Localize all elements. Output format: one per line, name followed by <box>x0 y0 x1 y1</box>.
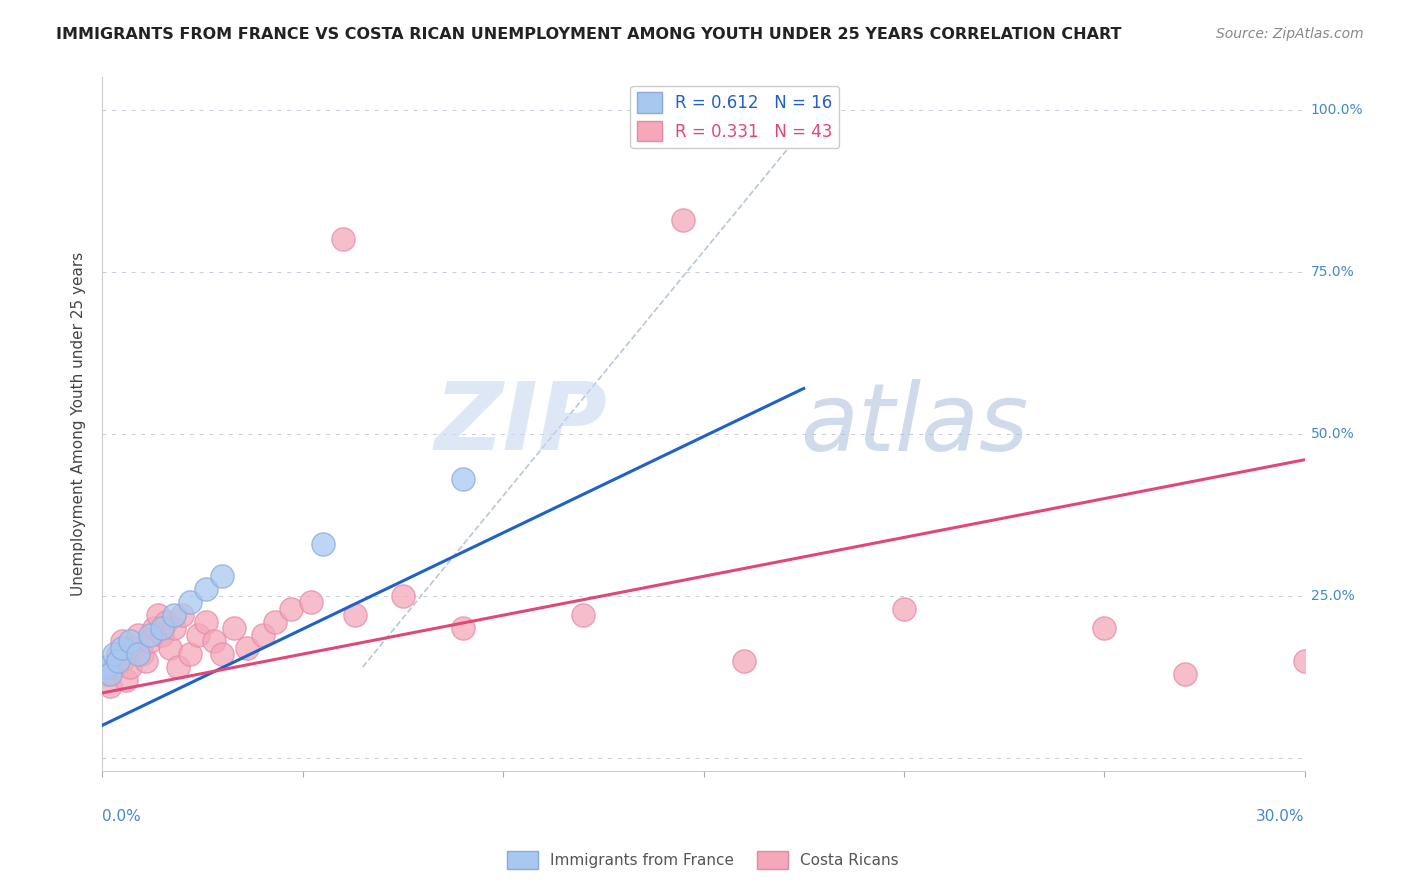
Point <box>252 627 274 641</box>
Point <box>111 634 134 648</box>
Point <box>139 634 162 648</box>
Point <box>1294 654 1316 668</box>
Point <box>280 601 302 615</box>
Text: 0.0%: 0.0% <box>103 809 141 824</box>
Point <box>96 666 118 681</box>
Point <box>96 660 118 674</box>
Point <box>211 569 233 583</box>
Point <box>107 647 129 661</box>
Point <box>1092 621 1115 635</box>
Text: 50.0%: 50.0% <box>1310 426 1354 441</box>
Point <box>733 654 755 668</box>
Point <box>127 627 149 641</box>
Point <box>155 615 177 629</box>
Point <box>103 647 125 661</box>
Point <box>150 627 173 641</box>
Point <box>179 595 201 609</box>
Point <box>124 640 146 655</box>
Y-axis label: Unemployment Among Youth under 25 years: Unemployment Among Youth under 25 years <box>72 252 86 596</box>
Point <box>120 660 142 674</box>
Point <box>139 627 162 641</box>
Point <box>392 589 415 603</box>
Point <box>127 647 149 661</box>
Point <box>235 640 257 655</box>
Point <box>1173 666 1195 681</box>
Point <box>148 608 170 623</box>
Point <box>163 608 186 623</box>
Point <box>263 615 285 629</box>
Point <box>204 634 226 648</box>
Point <box>211 647 233 661</box>
Point <box>224 621 246 635</box>
Text: 100.0%: 100.0% <box>1310 103 1364 117</box>
Text: Source: ZipAtlas.com: Source: ZipAtlas.com <box>1216 27 1364 41</box>
Point <box>343 608 366 623</box>
Point <box>107 654 129 668</box>
Point <box>299 595 322 609</box>
Point <box>111 640 134 655</box>
Text: 25.0%: 25.0% <box>1310 589 1354 603</box>
Point <box>451 472 474 486</box>
Point <box>111 654 134 668</box>
Point <box>772 122 794 136</box>
Text: IMMIGRANTS FROM FRANCE VS COSTA RICAN UNEMPLOYMENT AMONG YOUTH UNDER 25 YEARS CO: IMMIGRANTS FROM FRANCE VS COSTA RICAN UN… <box>56 27 1122 42</box>
Point <box>98 666 121 681</box>
Point <box>572 608 595 623</box>
Text: ZIP: ZIP <box>434 378 607 470</box>
Point <box>159 640 181 655</box>
Point <box>672 213 695 227</box>
Point <box>312 537 335 551</box>
Legend: R = 0.612   N = 16, R = 0.331   N = 43: R = 0.612 N = 16, R = 0.331 N = 43 <box>630 86 839 148</box>
Point <box>172 608 194 623</box>
Point <box>131 647 153 661</box>
Point <box>115 673 138 687</box>
Point <box>120 634 142 648</box>
Legend: Immigrants from France, Costa Ricans: Immigrants from France, Costa Ricans <box>502 845 904 875</box>
Point <box>893 601 915 615</box>
Point <box>135 654 157 668</box>
Point <box>195 582 218 597</box>
Point <box>167 660 190 674</box>
Point <box>103 660 125 674</box>
Point <box>143 621 166 635</box>
Text: atlas: atlas <box>800 378 1028 469</box>
Point <box>98 680 121 694</box>
Point <box>332 232 354 246</box>
Text: 30.0%: 30.0% <box>1257 809 1305 824</box>
Point <box>195 615 218 629</box>
Point <box>150 621 173 635</box>
Point <box>179 647 201 661</box>
Point <box>187 627 209 641</box>
Point <box>163 621 186 635</box>
Text: 75.0%: 75.0% <box>1310 265 1354 279</box>
Point <box>451 621 474 635</box>
